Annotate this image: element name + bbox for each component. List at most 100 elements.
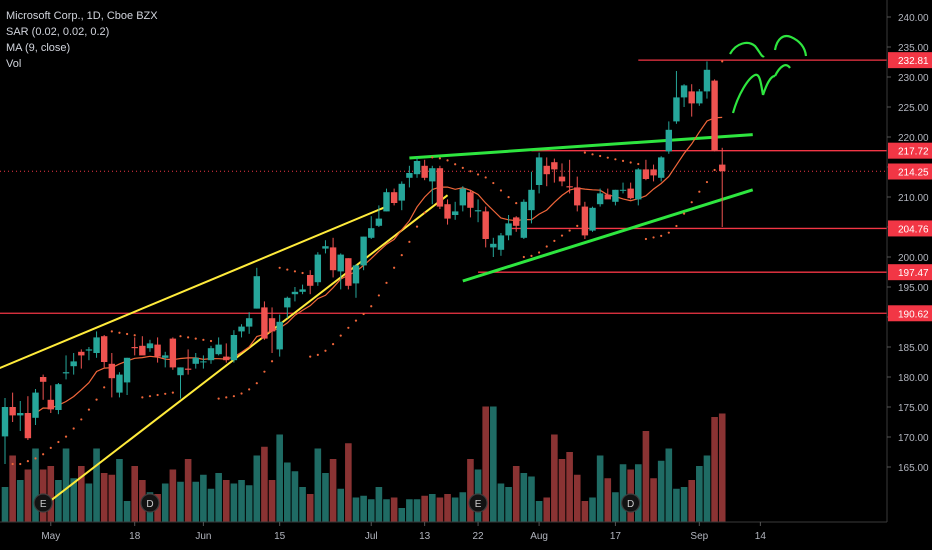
candle-body — [429, 168, 436, 182]
candle-body — [513, 217, 520, 226]
volume-bar — [642, 431, 650, 522]
sar-dot — [209, 339, 213, 343]
sar-dot — [400, 253, 403, 257]
sar-dot — [599, 154, 602, 158]
volume-bar — [436, 497, 444, 522]
sar-dot — [171, 391, 174, 394]
x-tick-label: 18 — [129, 531, 141, 542]
sar-dot — [431, 156, 434, 159]
marker-label: E — [475, 499, 482, 510]
candle-body — [39, 377, 47, 382]
y-tick-label: 175.00 — [898, 403, 929, 414]
sar-dot — [324, 349, 327, 352]
sar-dot — [103, 386, 106, 389]
candle — [230, 330, 238, 363]
volume-bar — [398, 508, 406, 522]
volume-bar — [589, 497, 596, 522]
candle — [558, 163, 566, 187]
indicator-sar-label[interactable]: SAR (0.02, 0.02, 0.2) — [6, 26, 110, 38]
volume-bar — [32, 448, 39, 522]
candle — [619, 182, 627, 194]
candle-body — [17, 413, 24, 416]
volume-bar — [367, 499, 375, 522]
volume-bar — [703, 455, 711, 522]
candle — [177, 367, 184, 399]
candle-body — [459, 188, 466, 206]
marker-circle — [140, 493, 160, 513]
candle — [474, 199, 482, 223]
candle-body — [192, 357, 199, 364]
volume-bar — [390, 497, 398, 522]
candle — [62, 355, 70, 380]
sar-dot — [385, 281, 388, 284]
sar-dot — [476, 173, 480, 176]
volume-bar — [535, 501, 543, 522]
sar-dot — [637, 162, 640, 166]
candle — [17, 401, 24, 431]
chart-title[interactable]: Microsoft Corp., 1D, Cboe BZX — [6, 10, 158, 22]
sar-dot — [331, 343, 335, 346]
candle — [352, 264, 360, 298]
green-annotation-arc — [761, 74, 776, 96]
candle — [581, 201, 589, 239]
volume-layer — [1, 406, 726, 522]
price-label-bg — [888, 52, 932, 69]
price-label-text: 190.62 — [898, 309, 929, 320]
volume-bar — [573, 474, 581, 522]
green-trendline-upper — [409, 133, 753, 160]
candle — [85, 347, 93, 361]
y-tick-label: 180.00 — [898, 373, 929, 384]
sar-dot — [591, 153, 594, 156]
candle — [360, 236, 367, 271]
candle-body — [245, 318, 253, 327]
candle-body — [62, 372, 70, 374]
sar-dot — [438, 157, 442, 160]
candle — [383, 188, 390, 212]
candle-body — [352, 265, 360, 284]
candle — [169, 337, 177, 370]
candle — [467, 189, 474, 218]
candle-body — [337, 254, 344, 272]
ma-line — [35, 116, 723, 414]
volume-bar — [558, 459, 566, 522]
candle-body — [612, 189, 619, 202]
volume-bar — [245, 485, 253, 522]
x-tick-label: Aug — [530, 531, 548, 542]
green-annotation-arc — [731, 73, 765, 114]
sar-dot — [141, 396, 144, 399]
candle-body — [123, 357, 131, 383]
volume-bar — [650, 478, 657, 522]
candle — [215, 337, 222, 356]
candle — [184, 349, 192, 375]
volume-bar — [581, 501, 589, 522]
volume-bar — [696, 466, 703, 522]
candle-body — [368, 228, 375, 238]
volume-bar — [543, 497, 551, 522]
candle — [32, 389, 39, 425]
volume-bar — [528, 476, 535, 522]
volume-bar — [78, 466, 85, 522]
volume-bar — [634, 464, 642, 522]
candle — [24, 396, 32, 440]
y-tick-label: 170.00 — [898, 433, 929, 444]
candle-body — [360, 236, 367, 266]
candle — [1, 398, 9, 464]
earnings-marker: D — [621, 493, 641, 513]
sar-dot — [57, 440, 60, 444]
sar-dot — [225, 396, 228, 399]
candle — [589, 206, 596, 232]
indicator-ma-label[interactable]: MA (9, close) — [6, 42, 71, 54]
x-tick-label: 13 — [419, 531, 431, 542]
x-tick-label: 22 — [472, 531, 484, 542]
x-tick-label: 15 — [274, 531, 286, 542]
candle-body — [78, 351, 85, 356]
candle-body — [116, 374, 123, 393]
sar-dot — [278, 266, 281, 269]
volume-bar — [673, 488, 680, 522]
candle-body — [70, 361, 77, 367]
volume-bar — [718, 413, 726, 522]
indicator-volume-label[interactable]: Vol — [6, 58, 22, 70]
candle — [642, 159, 650, 181]
volume-bar — [207, 488, 215, 522]
